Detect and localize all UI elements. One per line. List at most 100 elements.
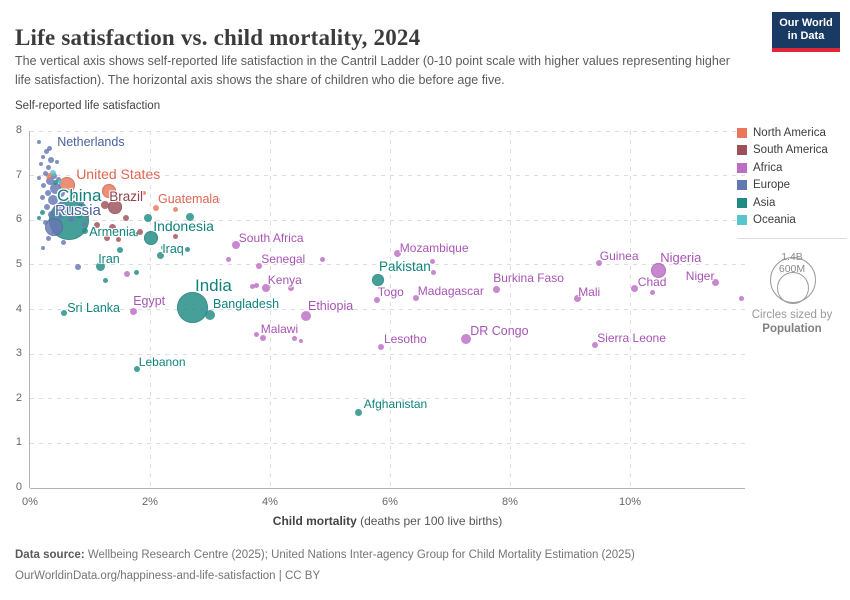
country-label-armenia[interactable]: Armenia <box>89 224 136 239</box>
scatter-point[interactable] <box>45 189 51 196</box>
country-label-netherlands[interactable]: Netherlands <box>57 134 125 149</box>
scatter-point-nigeria[interactable] <box>650 263 666 279</box>
scatter-point[interactable] <box>101 201 109 210</box>
country-label-lebanon[interactable]: Lebanon <box>138 354 186 369</box>
scatter-point[interactable] <box>41 245 46 250</box>
scatter-point[interactable] <box>67 216 74 223</box>
scatter-point-egypt[interactable] <box>129 308 137 316</box>
legend-item-asia[interactable]: Asia <box>737 194 849 212</box>
scatter-point[interactable] <box>132 232 138 238</box>
scatter-point-south-africa[interactable] <box>231 240 240 249</box>
scatter-point[interactable] <box>738 296 744 302</box>
scatter-point[interactable] <box>116 237 122 243</box>
legend-item-europe[interactable]: Europe <box>737 177 849 195</box>
country-label-brazil[interactable]: Brazil <box>109 188 143 204</box>
scatter-point-iraq[interactable] <box>156 252 164 260</box>
scatter-point[interactable] <box>58 180 62 185</box>
scatter-point[interactable] <box>134 269 140 275</box>
scatter-point[interactable] <box>37 216 41 221</box>
scatter-point[interactable] <box>124 270 131 277</box>
scatter-point[interactable] <box>38 162 43 167</box>
scatter-point[interactable] <box>39 195 45 201</box>
country-label-india[interactable]: India <box>195 275 232 295</box>
scatter-point[interactable] <box>41 154 46 159</box>
scatter-point-kenya[interactable] <box>261 284 270 293</box>
scatter-point-mali[interactable] <box>573 295 581 303</box>
scatter-point[interactable] <box>430 269 436 275</box>
scatter-point-pakistan[interactable] <box>372 274 384 287</box>
legend-item-africa[interactable]: Africa <box>737 159 849 177</box>
country-label-sri-lanka[interactable]: Sri Lanka <box>67 301 120 316</box>
scatter-point[interactable] <box>39 210 45 216</box>
scatter-point[interactable] <box>75 263 81 270</box>
scatter-point[interactable] <box>117 246 123 253</box>
scatter-point-malawi[interactable] <box>259 334 266 341</box>
scatter-point[interactable] <box>184 247 190 253</box>
scatter-point[interactable] <box>288 284 294 291</box>
scatter-point[interactable] <box>40 182 46 188</box>
scatter-point-united-states[interactable] <box>59 176 76 193</box>
scatter-point[interactable] <box>45 176 54 185</box>
country-label-indonesia[interactable]: Indonesia <box>153 217 214 234</box>
scatter-point[interactable] <box>215 197 221 203</box>
scatter-point[interactable] <box>123 215 129 222</box>
scatter-point-brazil[interactable] <box>108 199 123 214</box>
scatter-point[interactable] <box>49 182 61 194</box>
scatter-point[interactable] <box>76 211 83 218</box>
scatter-point[interactable] <box>84 210 90 217</box>
scatter-point-russia[interactable] <box>45 217 63 236</box>
scatter-point-netherlands[interactable] <box>46 146 52 152</box>
scatter-point[interactable] <box>51 228 57 234</box>
scatter-point[interactable] <box>47 211 55 219</box>
scatter-point[interactable] <box>253 283 259 289</box>
country-label-lesotho[interactable]: Lesotho <box>384 331 427 346</box>
scatter-point[interactable] <box>78 202 87 211</box>
scatter-point[interactable] <box>254 332 260 338</box>
scatter-point[interactable] <box>225 257 231 263</box>
scatter-point[interactable] <box>45 165 51 171</box>
country-label-burkina-faso[interactable]: Burkina Faso <box>493 270 564 285</box>
country-label-egypt[interactable]: Egypt <box>133 293 166 308</box>
country-label-guinea[interactable]: Guinea <box>599 249 639 264</box>
scatter-point[interactable] <box>172 234 178 240</box>
footer-url[interactable]: OurWorldinData.org/happiness-and-life-sa… <box>15 569 276 582</box>
country-label-bangladesh[interactable]: Bangladesh <box>213 296 280 311</box>
scatter-point[interactable] <box>102 277 108 283</box>
scatter-point[interactable] <box>46 172 53 179</box>
scatter-point-togo[interactable] <box>373 297 380 304</box>
scatter-point[interactable] <box>136 228 143 235</box>
country-label-dr-congo[interactable]: DR Congo <box>470 323 529 338</box>
country-label-niger[interactable]: Niger <box>685 268 715 283</box>
scatter-point-iran[interactable] <box>95 262 105 272</box>
country-label-chad[interactable]: Chad <box>637 275 667 290</box>
scatter-point-madagascar[interactable] <box>412 294 419 301</box>
scatter-point-senegal[interactable] <box>256 262 263 269</box>
scatter-point-niger[interactable] <box>712 279 720 287</box>
scatter-point[interactable] <box>56 176 62 182</box>
scatter-point-afghanistan[interactable] <box>355 408 363 416</box>
legend-item-south-america[interactable]: South America <box>737 142 849 160</box>
scatter-point[interactable] <box>172 207 178 213</box>
country-label-iraq[interactable]: Iraq <box>162 241 184 256</box>
scatter-point[interactable] <box>142 191 146 196</box>
scatter-point-burkina-faso[interactable] <box>492 286 500 294</box>
legend-item-oceania[interactable]: Oceania <box>737 212 849 230</box>
scatter-point[interactable] <box>47 195 58 206</box>
country-label-ethiopia[interactable]: Ethiopia <box>308 298 354 313</box>
scatter-point-lebanon[interactable] <box>133 365 140 372</box>
scatter-point[interactable] <box>291 336 297 342</box>
scatter-point[interactable] <box>299 338 304 343</box>
scatter-point-dr-congo[interactable] <box>461 333 472 344</box>
country-label-nigeria[interactable]: Nigeria <box>660 249 702 265</box>
scatter-point-ethiopia[interactable] <box>301 310 311 321</box>
scatter-point-armenia[interactable] <box>82 227 89 234</box>
scatter-point[interactable] <box>48 157 54 163</box>
scatter-point-sierra-leone[interactable] <box>592 341 599 348</box>
country-label-sierra-leone[interactable]: Sierra Leone <box>597 330 666 345</box>
scatter-point-bangladesh[interactable] <box>205 309 215 320</box>
scatter-point[interactable] <box>44 148 50 154</box>
country-label-madagascar[interactable]: Madagascar <box>417 283 484 298</box>
scatter-point[interactable] <box>320 257 326 263</box>
scatter-point[interactable] <box>144 214 153 223</box>
country-label-china[interactable]: China <box>57 186 102 206</box>
